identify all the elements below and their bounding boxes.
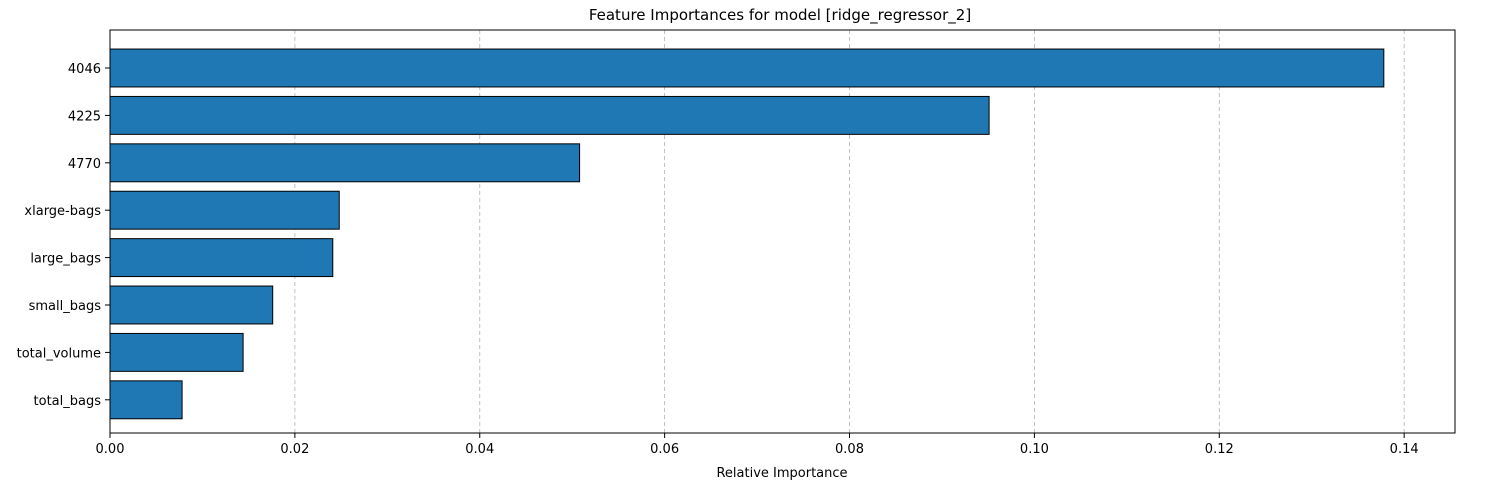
grid-lines [294, 30, 1405, 433]
y-tick-label: 4046 [68, 62, 101, 77]
bars [109, 48, 1385, 420]
y-tick-label: small_bags [29, 299, 102, 314]
bar-4046 [109, 48, 1385, 88]
chart-title: Feature Importances for model [ridge_reg… [589, 6, 971, 25]
y-tick-label: xlarge-bags [24, 204, 101, 219]
bar-total_bags [109, 380, 183, 420]
y-tick-label: 4770 [68, 157, 101, 172]
x-tick-label: 0.14 [1390, 442, 1419, 457]
x-tick-label: 0.08 [835, 442, 864, 457]
y-axis-ticks: 4046 4225 4770 xlarge-bags large_bags small_b… [17, 62, 110, 409]
x-axis-ticks: 0.00 0.02 0.04 0.06 0.08 0.10 0.12 0.14 [96, 433, 1419, 457]
bar-large_bags [109, 238, 334, 278]
x-tick-label: 0.10 [1020, 442, 1049, 457]
x-tick-label: 0.02 [280, 442, 309, 457]
x-tick-label: 0.06 [650, 442, 679, 457]
bar-4770 [109, 143, 581, 183]
x-tick-label: 0.04 [465, 442, 494, 457]
x-tick-label: 0.12 [1205, 442, 1234, 457]
y-tick-label: total_volume [17, 346, 101, 361]
y-tick-label: total_bags [34, 394, 102, 409]
x-tick-label: 0.00 [96, 442, 125, 457]
bar-4225 [109, 95, 990, 135]
bar-total_volume [109, 332, 244, 372]
y-tick-label: 4225 [68, 109, 101, 124]
bar-small_bags [109, 285, 274, 325]
plot-frame [109, 29, 1456, 434]
x-axis-label: Relative Importance [716, 466, 847, 481]
y-tick-label: large_bags [30, 252, 101, 267]
bar-xlarge-bags [109, 190, 340, 230]
